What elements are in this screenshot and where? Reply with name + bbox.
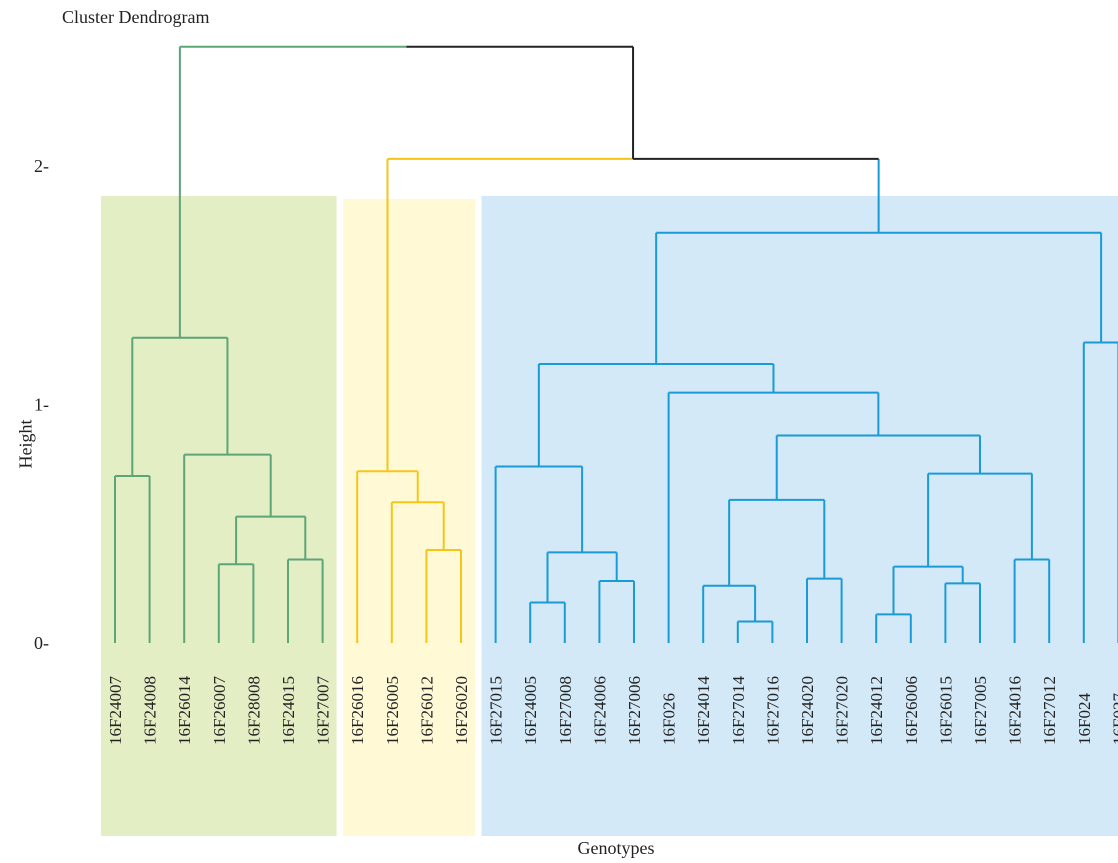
cluster-backgrounds (101, 196, 1118, 836)
chart-title: Cluster Dendrogram (62, 7, 210, 27)
leaf-label: 16F24015 (279, 676, 298, 745)
leaf-label: 16F24005 (521, 676, 540, 745)
leaf-label: 16F28008 (244, 676, 263, 745)
leaf-label: 16F27020 (833, 676, 852, 745)
leaf-label: 16F027 (1109, 693, 1118, 745)
leaf-label: 16F24016 (1006, 676, 1025, 745)
y-tick-label: 0- (34, 633, 49, 653)
cluster-panel (343, 199, 475, 836)
leaf-label: 16F27008 (556, 676, 575, 745)
leaf-label: 16F26020 (452, 676, 471, 745)
leaf-label: 16F26014 (175, 676, 194, 745)
leaf-label: 16F24014 (694, 676, 713, 745)
leaf-label: 16F27015 (487, 676, 506, 745)
leaf-label: 16F24012 (867, 676, 886, 745)
leaf-label: 16F27016 (763, 676, 782, 745)
x-axis-label: Genotypes (577, 838, 655, 858)
leaf-label: 16F26012 (417, 676, 436, 745)
y-axis: 0- 1- 2- (34, 156, 49, 653)
dendrogram-branches (114, 45, 1118, 643)
cluster-panel (481, 196, 1118, 836)
leaf-label: 16F024 (1075, 693, 1094, 745)
leaf-label: 16F27007 (314, 676, 333, 745)
leaf-label: 16F24007 (106, 676, 125, 745)
leaf-label: 16F27014 (729, 676, 748, 745)
y-tick-label: 1- (34, 395, 49, 415)
leaf-label: 16F27012 (1040, 676, 1059, 745)
leaf-label: 16F026 (660, 693, 679, 745)
leaf-label: 16F27005 (971, 676, 990, 745)
leaf-label: 16F24020 (798, 676, 817, 745)
leaf-label: 16F26015 (936, 676, 955, 745)
leaf-label: 16F26007 (210, 676, 229, 745)
leaf-label: 16F24008 (141, 676, 160, 745)
leaf-label: 16F26016 (348, 676, 367, 745)
y-tick-label: 2- (34, 156, 49, 176)
leaf-label: 16F26005 (383, 676, 402, 745)
leaf-label: 16F24006 (590, 676, 609, 745)
leaf-label: 16F26006 (902, 676, 921, 745)
leaf-labels: 16F24007 16F24008 16F26014 16F26007 16F28008… (106, 676, 1118, 745)
leaf-label: 16F27006 (625, 676, 644, 745)
